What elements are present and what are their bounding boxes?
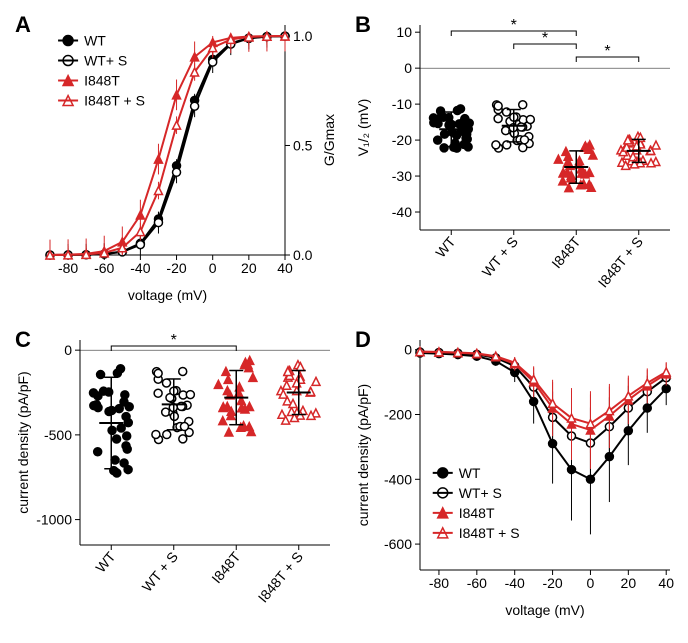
- svg-text:WT+ S: WT+ S: [84, 53, 127, 69]
- svg-text:-10: -10: [392, 96, 412, 112]
- svg-text:-600: -600: [384, 536, 412, 552]
- svg-text:WT: WT: [459, 465, 481, 481]
- svg-text:0: 0: [64, 342, 72, 358]
- svg-text:D: D: [355, 327, 371, 352]
- svg-text:0: 0: [404, 60, 412, 76]
- svg-text:-20: -20: [392, 132, 412, 148]
- svg-text:-80: -80: [429, 575, 449, 591]
- svg-text:current density (pA/pF): current density (pA/pF): [355, 384, 371, 526]
- svg-text:*: *: [542, 30, 548, 47]
- svg-text:-30: -30: [392, 168, 412, 184]
- svg-text:I848T + S: I848T + S: [595, 234, 646, 291]
- svg-text:0.0: 0.0: [293, 247, 313, 263]
- svg-text:B: B: [355, 12, 371, 37]
- svg-text:*: *: [511, 17, 517, 34]
- panel-a: -80 -60 -40 -20 0 20 400.0 0.5 1.0 voltage (mV) G/…: [10, 10, 340, 315]
- svg-text:*: *: [171, 332, 177, 349]
- svg-text:I848T + S: I848T + S: [255, 549, 306, 606]
- svg-text:-20: -20: [166, 260, 186, 276]
- svg-text:-40: -40: [505, 575, 525, 591]
- svg-text:0: 0: [587, 575, 595, 591]
- svg-text:1.0: 1.0: [293, 28, 313, 44]
- figure: { "groups": [ {"name":"WT","color":"#000…: [0, 0, 688, 643]
- svg-text:-40: -40: [130, 260, 150, 276]
- svg-text:-40: -40: [392, 204, 412, 220]
- svg-text:20: 20: [241, 260, 257, 276]
- svg-text:40: 40: [277, 260, 293, 276]
- svg-text:WT: WT: [84, 33, 106, 49]
- panel-b: -40 -30 -20 -10 0 10 WT WT + S I848T I848T + S V₁/…: [350, 10, 680, 315]
- svg-text:G/Gmax: G/Gmax: [321, 114, 337, 166]
- svg-text:WT + S: WT + S: [479, 234, 521, 280]
- svg-text:*: *: [604, 43, 610, 60]
- svg-text:current density (pA/pF): current density (pA/pF): [15, 371, 31, 513]
- panel-c: -1000 -500 0 WT WT + S I848T I848T + S current …: [10, 325, 340, 630]
- svg-text:0.5: 0.5: [293, 137, 313, 153]
- svg-text:voltage (mV): voltage (mV): [505, 602, 584, 618]
- svg-text:-60: -60: [467, 575, 487, 591]
- svg-text:-80: -80: [58, 260, 78, 276]
- svg-text:I848T: I848T: [208, 548, 244, 586]
- svg-text:0: 0: [209, 260, 217, 276]
- svg-text:0: 0: [404, 342, 412, 358]
- svg-text:-200: -200: [384, 407, 412, 423]
- svg-text:20: 20: [621, 575, 637, 591]
- svg-text:WT + S: WT + S: [139, 549, 181, 595]
- svg-text:I848T: I848T: [459, 505, 495, 521]
- svg-text:40: 40: [658, 575, 674, 591]
- svg-text:voltage (mV): voltage (mV): [128, 287, 207, 303]
- svg-text:I848T + S: I848T + S: [459, 525, 520, 541]
- svg-text:WT+ S: WT+ S: [459, 485, 502, 501]
- svg-text:WT: WT: [92, 548, 119, 575]
- svg-text:-1000: -1000: [36, 512, 72, 528]
- svg-text:A: A: [15, 12, 31, 37]
- svg-text:10: 10: [396, 24, 412, 40]
- svg-text:-20: -20: [542, 575, 562, 591]
- svg-text:I848T + S: I848T + S: [84, 93, 145, 109]
- svg-text:I848T: I848T: [548, 233, 584, 271]
- svg-text:I848T: I848T: [84, 73, 120, 89]
- svg-text:WT: WT: [432, 233, 459, 260]
- svg-text:-60: -60: [94, 260, 114, 276]
- panel-d: -80-60-40-2002040-600-400-2000voltage (m…: [350, 325, 680, 630]
- svg-text:C: C: [15, 327, 31, 352]
- svg-text:-500: -500: [44, 427, 72, 443]
- svg-text:-400: -400: [384, 471, 412, 487]
- svg-text:V₁/₂ (mV): V₁/₂ (mV): [355, 99, 371, 157]
